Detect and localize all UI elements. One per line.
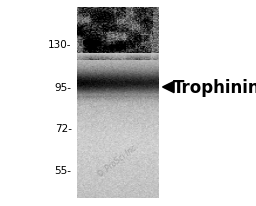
Text: 130-: 130- — [48, 39, 72, 49]
Text: 95-: 95- — [55, 83, 72, 92]
Text: 55-: 55- — [55, 165, 72, 175]
Polygon shape — [163, 82, 174, 93]
Text: © ProSci Inc.: © ProSci Inc. — [95, 141, 140, 179]
Text: Trophinin: Trophinin — [173, 79, 256, 96]
Text: 72-: 72- — [55, 124, 72, 134]
